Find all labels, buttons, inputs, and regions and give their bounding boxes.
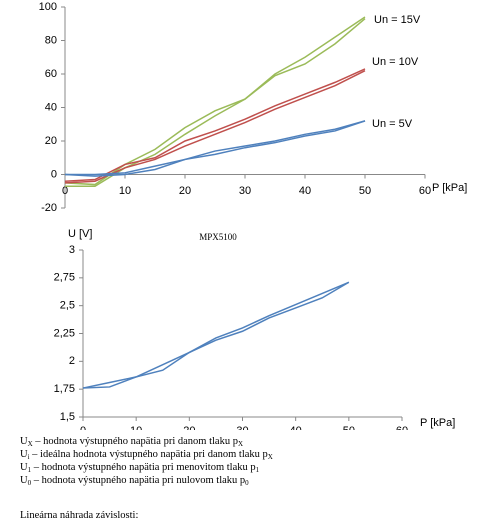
- x-axis-label: P [kPa]: [420, 417, 455, 429]
- y-tick-label: -20: [41, 202, 57, 214]
- description: – hodnota výstupného napätia pri nulovom…: [31, 475, 246, 486]
- data-line: [65, 18, 366, 187]
- x-tick-label: 10: [130, 425, 142, 430]
- y-tick-label: 1,5: [60, 411, 75, 423]
- y-tick-label: 60: [45, 68, 57, 80]
- symbol-subscript: 1: [27, 466, 32, 474]
- x-tick-label: 60: [419, 185, 431, 197]
- symbol: U: [20, 436, 28, 447]
- footer-text: Lineárna náhrada závislosti:: [20, 510, 139, 521]
- data-line: [64, 68, 366, 182]
- x-tick-label: 10: [119, 185, 131, 197]
- annotation: Un = 5V: [372, 118, 413, 130]
- data-line: [64, 16, 366, 186]
- x-tick-label: 40: [299, 185, 311, 197]
- x-tick-label: 0: [62, 185, 68, 197]
- legend-line: U0 – hodnota výstupného napätia pri nulo…: [20, 474, 273, 487]
- description: – hodnota výstupného napätia pri danom t…: [32, 436, 238, 447]
- x-tick-label: 20: [183, 425, 195, 430]
- symbol-subscript: 0: [27, 479, 32, 487]
- y-tick-label: 20: [45, 135, 57, 147]
- data-line: [65, 120, 366, 176]
- legend-line: UX – hodnota výstupného napätia pri dano…: [20, 435, 273, 448]
- legend-line: U1 – hodnota výstupného napätia pri meno…: [20, 461, 273, 474]
- y-tick-label: 3: [69, 244, 75, 256]
- description: – hodnota výstupného napätia pri menovit…: [31, 462, 256, 473]
- y-tick-label: 1,75: [54, 383, 75, 395]
- y-tick-label: 100: [39, 1, 57, 13]
- data-line: [64, 69, 366, 184]
- y-tick-label: 2,5: [60, 300, 75, 312]
- y-tick-label: 2,25: [54, 327, 75, 339]
- end-subscript: 0: [245, 479, 249, 487]
- x-tick-label: 20: [179, 185, 191, 197]
- data-line: [82, 281, 350, 389]
- legend-line: Ui – ideálna hodnota výstupného napätia …: [20, 448, 273, 461]
- symbol: U: [20, 449, 28, 460]
- y-tick-label: 2,75: [54, 272, 75, 284]
- y-tick-label: 40: [45, 101, 57, 113]
- end-subscript: X: [267, 453, 273, 461]
- data-line: [64, 120, 366, 177]
- symbol-subscript: i: [27, 453, 30, 461]
- x-tick-label: 60: [396, 425, 408, 430]
- y-tick-label: 80: [45, 34, 57, 46]
- chart-title: MPX5100: [199, 232, 237, 242]
- symbol: U: [20, 462, 28, 473]
- x-tick-label: 50: [359, 185, 371, 197]
- symbol: U: [20, 475, 28, 486]
- x-axis-label: P [kPa]: [432, 182, 467, 194]
- end-subscript: X: [237, 440, 244, 448]
- symbol-subscript: X: [27, 440, 33, 448]
- x-tick-label: 40: [290, 425, 302, 430]
- description: – ideálna hodnota výstupného napätia pri…: [29, 449, 268, 460]
- data-line: [82, 281, 350, 389]
- y-tick-label: 2: [69, 355, 75, 367]
- end-subscript: 1: [255, 466, 260, 474]
- annotation: Un = 10V: [372, 56, 419, 68]
- x-tick-label: 0: [80, 425, 86, 430]
- annotation: Un = 15V: [374, 14, 421, 26]
- x-tick-label: 50: [343, 425, 355, 430]
- x-tick-label: 30: [236, 425, 248, 430]
- x-tick-label: 30: [239, 185, 251, 197]
- y-tick-label: 0: [51, 168, 57, 180]
- legend-text: UX – hodnota výstupného napätia pri dano…: [20, 435, 273, 487]
- y-axis-label: U [V]: [68, 228, 92, 240]
